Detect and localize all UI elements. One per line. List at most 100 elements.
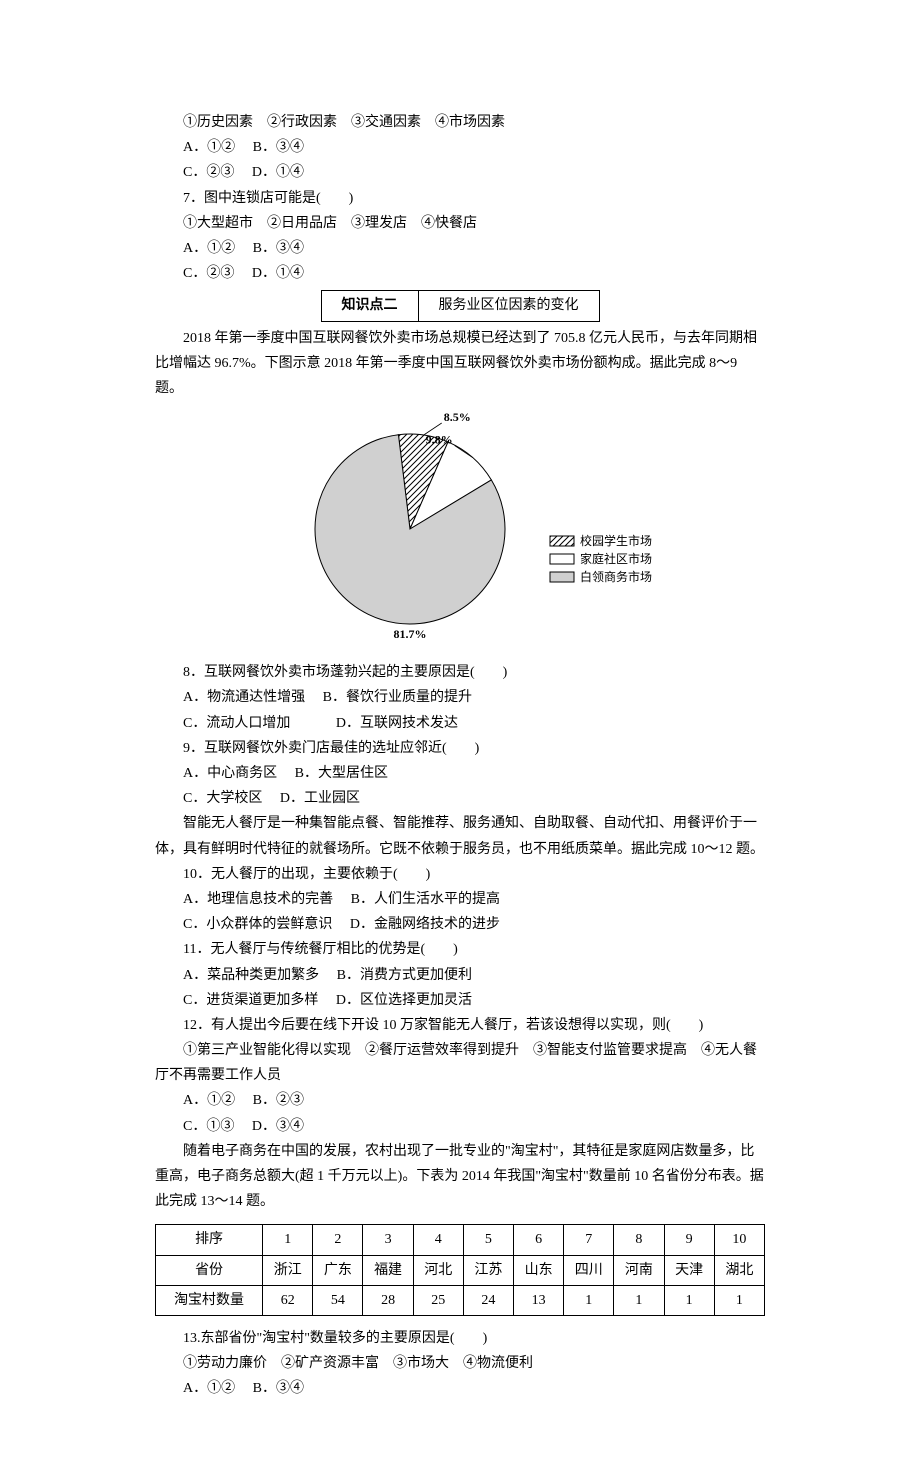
q9-opt-c: C．大学校区 [183, 791, 262, 806]
pie-chart: 8.5%9.8%81.7%校园学生市场家庭社区市场白领商务市场 [155, 411, 765, 650]
table-cell: 54 [313, 1285, 363, 1315]
q6-opt-a: A．①② [183, 140, 235, 155]
q9-opt-d: D．工业园区 [280, 791, 360, 806]
table-cell: 1 [714, 1285, 764, 1315]
q7-row-cd: C．②③ D．①④ [155, 261, 765, 286]
q11-opt-c: C．进货渠道更加多样 [183, 993, 318, 1008]
q7-opt-b: B．③④ [253, 241, 304, 256]
legend-swatch [550, 572, 574, 582]
table-cell: 1 [664, 1285, 714, 1315]
table-row: 淘宝村数量6254282524131111 [156, 1285, 765, 1315]
q9-row-cd: C．大学校区 D．工业园区 [155, 786, 765, 811]
table-cell: 山东 [514, 1255, 564, 1285]
table-cell: 湖北 [714, 1255, 764, 1285]
q10-opt-c: C．小众群体的尝鲜意识 [183, 917, 332, 932]
section-header: 知识点二 服务业区位因素的变化 [155, 290, 765, 321]
table-cell: 9 [664, 1225, 714, 1255]
q7-stem: 7．图中连锁店可能是( ) [155, 186, 765, 211]
q12-opt-c: C．①③ [183, 1119, 234, 1134]
table-cell: 4 [413, 1225, 463, 1255]
q11-opt-d: D．区位选择更加灵活 [336, 993, 472, 1008]
q13-stem: 13.东部省份"淘宝村"数量较多的主要原因是( ) [155, 1326, 765, 1351]
table-cell: 62 [263, 1285, 313, 1315]
table-cell: 24 [463, 1285, 513, 1315]
table-cell: 6 [514, 1225, 564, 1255]
table-cell: 福建 [363, 1255, 413, 1285]
legend-swatch [550, 554, 574, 564]
table-cell: 河南 [614, 1255, 664, 1285]
table-cell: 排序 [156, 1225, 263, 1255]
table-cell: 淘宝村数量 [156, 1285, 263, 1315]
q13-options-nums: ①劳动力廉价 ②矿产资源丰富 ③市场大 ④物流便利 [155, 1351, 765, 1376]
table-cell: 2 [313, 1225, 363, 1255]
table-cell: 广东 [313, 1255, 363, 1285]
table-cell: 江苏 [463, 1255, 513, 1285]
q11-opt-b: B．消费方式更加便利 [337, 968, 472, 983]
section-title: 服务业区位因素的变化 [418, 290, 600, 321]
pie-label: 8.5% [444, 411, 471, 424]
q12-opt-a: A．①② [183, 1093, 235, 1108]
q12-stem: 12．有人提出今后要在线下开设 10 万家智能无人餐厅，若该设想得以实现，则( … [155, 1013, 765, 1038]
taobao-table: 排序12345678910 省份浙江广东福建河北江苏山东四川河南天津湖北 淘宝村… [155, 1224, 765, 1316]
q8-row-ab: A．物流通达性增强 B．餐饮行业质量的提升 [155, 685, 765, 710]
pie-svg: 8.5%9.8%81.7%校园学生市场家庭社区市场白领商务市场 [250, 411, 670, 641]
table-cell: 25 [413, 1285, 463, 1315]
q8-opt-a: A．物流通达性增强 [183, 690, 305, 705]
q12-opt-d: D．③④ [252, 1119, 304, 1134]
table-cell: 省份 [156, 1255, 263, 1285]
legend-text: 家庭社区市场 [580, 551, 652, 566]
table-cell: 1 [564, 1285, 614, 1315]
q10-row-ab: A．地理信息技术的完善 B．人们生活水平的提高 [155, 887, 765, 912]
q7-opt-c: C．②③ [183, 266, 234, 281]
table-cell: 天津 [664, 1255, 714, 1285]
q11-row-ab: A．菜品种类更加繁多 B．消费方式更加便利 [155, 963, 765, 988]
passage-13-14: 随着电子商务在中国的发展，农村出现了一批专业的"淘宝村"，其特征是家庭网店数量多… [155, 1139, 765, 1215]
table-cell: 8 [614, 1225, 664, 1255]
q7-options-nums: ①大型超市 ②日用品店 ③理发店 ④快餐店 [155, 211, 765, 236]
q8-opt-b: B．餐饮行业质量的提升 [323, 690, 472, 705]
q8-opt-c: C．流动人口增加 [183, 716, 290, 731]
table-cell: 7 [564, 1225, 614, 1255]
table-cell: 1 [614, 1285, 664, 1315]
pie-label: 9.8% [426, 433, 453, 447]
q10-row-cd: C．小众群体的尝鲜意识 D．金融网络技术的进步 [155, 912, 765, 937]
q11-stem: 11．无人餐厅与传统餐厅相比的优势是( ) [155, 937, 765, 962]
q8-stem: 8．互联网餐饮外卖市场蓬勃兴起的主要原因是( ) [155, 660, 765, 685]
q12-row-ab: A．①② B．②③ [155, 1088, 765, 1113]
q9-opt-a: A．中心商务区 [183, 766, 277, 781]
table-cell: 5 [463, 1225, 513, 1255]
q7-row-ab: A．①② B．③④ [155, 236, 765, 261]
table-cell: 13 [514, 1285, 564, 1315]
q6-row-ab: A．①② B．③④ [155, 135, 765, 160]
q13-opt-b: B．③④ [253, 1381, 304, 1396]
q7-opt-d: D．①④ [252, 266, 304, 281]
q6-row-cd: C．②③ D．①④ [155, 160, 765, 185]
q10-opt-a: A．地理信息技术的完善 [183, 892, 333, 907]
q10-stem: 10．无人餐厅的出现，主要依赖于( ) [155, 862, 765, 887]
q12-row-cd: C．①③ D．③④ [155, 1114, 765, 1139]
legend-text: 白领商务市场 [580, 569, 652, 584]
q7-opt-a: A．①② [183, 241, 235, 256]
q11-row-cd: C．进货渠道更加多样 D．区位选择更加灵活 [155, 988, 765, 1013]
q13-opt-a: A．①② [183, 1381, 235, 1396]
table-cell: 1 [263, 1225, 313, 1255]
table-cell: 浙江 [263, 1255, 313, 1285]
table-cell: 四川 [564, 1255, 614, 1285]
section-label: 知识点二 [321, 290, 418, 321]
q9-row-ab: A．中心商务区 B．大型居住区 [155, 761, 765, 786]
table-cell: 28 [363, 1285, 413, 1315]
pie-label: 81.7% [394, 627, 427, 641]
q12-opt-b: B．②③ [253, 1093, 304, 1108]
q12-options-nums: ①第三产业智能化得以实现 ②餐厅运营效率得到提升 ③智能支付监管要求提高 ④无人… [155, 1038, 765, 1088]
q8-row-cd: C．流动人口增加 D．互联网技术发达 [155, 711, 765, 736]
q6-options-nums: ①历史因素 ②行政因素 ③交通因素 ④市场因素 [155, 110, 765, 135]
table-row: 排序12345678910 [156, 1225, 765, 1255]
q11-opt-a: A．菜品种类更加繁多 [183, 968, 319, 983]
passage-8-9: 2018 年第一季度中国互联网餐饮外卖市场总规模已经达到了 705.8 亿元人民… [155, 326, 765, 402]
q10-opt-d: D．金融网络技术的进步 [350, 917, 500, 932]
legend-swatch [550, 536, 574, 546]
q9-opt-b: B．大型居住区 [295, 766, 388, 781]
table-cell: 3 [363, 1225, 413, 1255]
q8-opt-d: D．互联网技术发达 [336, 716, 458, 731]
q10-opt-b: B．人们生活水平的提高 [351, 892, 500, 907]
